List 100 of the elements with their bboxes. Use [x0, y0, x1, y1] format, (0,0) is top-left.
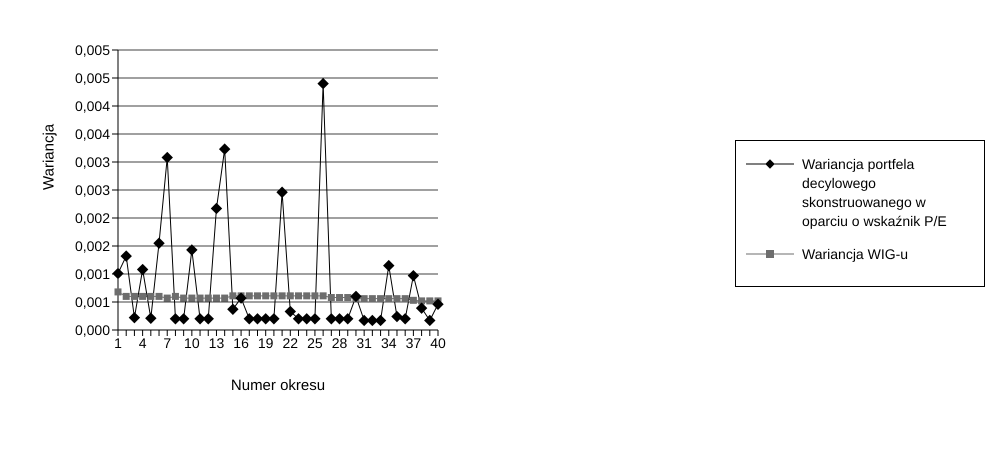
- legend-label: Wariancja portfela decylowego skonstruowanego w oparciu o wskaźnik P/E: [802, 155, 948, 231]
- point: [244, 313, 255, 324]
- point: [424, 314, 436, 326]
- point: [156, 292, 163, 300]
- point: [227, 304, 238, 315]
- point: [276, 186, 288, 198]
- point: [416, 302, 428, 314]
- point: [180, 294, 188, 302]
- point: [130, 292, 138, 300]
- point: [204, 294, 212, 302]
- point: [194, 313, 206, 324]
- point: [154, 238, 165, 249]
- point: [145, 312, 156, 324]
- x-tick-label: 40: [430, 334, 446, 351]
- point: [162, 152, 173, 164]
- y-tick-label: 0,002: [74, 210, 110, 226]
- point: [236, 292, 247, 304]
- point: [210, 202, 222, 214]
- y-tick-label: 0,000: [74, 322, 110, 338]
- point: [147, 292, 154, 300]
- x-tick-label: 34: [380, 334, 397, 351]
- point: [318, 78, 329, 90]
- point: [377, 295, 384, 302]
- y-tick-label: 0,005: [74, 42, 110, 58]
- point: [334, 313, 346, 324]
- y-tick-label: 0,003: [74, 154, 110, 170]
- point: [360, 295, 368, 302]
- point: [410, 296, 417, 304]
- point: [311, 292, 318, 300]
- point: [383, 260, 394, 272]
- x-tick-label: 19: [258, 334, 274, 351]
- point: [309, 313, 320, 324]
- point: [137, 264, 148, 276]
- x-tick-label: 16: [233, 334, 250, 351]
- point: [328, 294, 335, 302]
- point: [254, 292, 261, 300]
- x-tick-label: 7: [163, 334, 172, 351]
- point: [350, 290, 362, 302]
- point: [252, 313, 263, 324]
- x-tick-label: 25: [307, 334, 323, 351]
- point: [426, 297, 434, 304]
- point: [393, 295, 400, 302]
- x-tick-label: 31: [356, 334, 372, 351]
- y-axis-title: Wariancja: [40, 123, 58, 190]
- point: [375, 314, 386, 326]
- point: [366, 314, 378, 326]
- point: [260, 313, 272, 324]
- point: [229, 292, 236, 300]
- point: [196, 294, 204, 302]
- point: [114, 288, 122, 296]
- point: [284, 306, 296, 318]
- point: [391, 311, 402, 322]
- point: [172, 292, 179, 300]
- point: [295, 292, 302, 300]
- y-tick-label: 0,003: [74, 182, 110, 198]
- point: [212, 294, 220, 302]
- point: [432, 298, 444, 310]
- point: [286, 292, 294, 300]
- point: [221, 294, 228, 302]
- legend-label: Wariancja WIG-u: [802, 245, 910, 264]
- y-tick-label: 0,001: [74, 294, 110, 310]
- point: [301, 313, 312, 324]
- x-tick-label: 22: [282, 334, 298, 351]
- point: [293, 313, 304, 324]
- point: [219, 144, 230, 155]
- point: [164, 294, 171, 302]
- point: [303, 292, 310, 300]
- point: [178, 313, 190, 324]
- y-tick-label: 0,001: [74, 266, 110, 282]
- x-tick-label: 28: [332, 334, 348, 351]
- point: [342, 313, 354, 324]
- point: [326, 313, 337, 324]
- point: [128, 312, 140, 324]
- point: [408, 270, 419, 282]
- x-tick-label: 10: [184, 334, 200, 351]
- x-tick-label: 37: [406, 334, 422, 351]
- point: [320, 292, 327, 300]
- point: [139, 292, 146, 300]
- point: [246, 292, 253, 300]
- point: [122, 292, 130, 300]
- point: [336, 294, 344, 302]
- y-tick-label: 0,002: [74, 238, 110, 254]
- point: [385, 295, 392, 302]
- x-tick-label: 1: [114, 334, 122, 351]
- point: [368, 295, 376, 302]
- x-tick-label: 13: [208, 334, 224, 351]
- y-tick-label: 0,004: [74, 98, 110, 114]
- point: [268, 313, 280, 324]
- point: [202, 313, 214, 324]
- point: [278, 292, 286, 300]
- point: [418, 297, 426, 304]
- x-tick-label: 4: [138, 334, 147, 351]
- point: [344, 294, 352, 302]
- point: [120, 250, 132, 262]
- point: [358, 314, 370, 326]
- point: [262, 292, 270, 300]
- point: [400, 313, 411, 324]
- y-tick-label: 0,004: [74, 126, 110, 142]
- x-axis-title: Numer okresu: [230, 377, 326, 394]
- y-tick-label: 0,005: [74, 70, 110, 86]
